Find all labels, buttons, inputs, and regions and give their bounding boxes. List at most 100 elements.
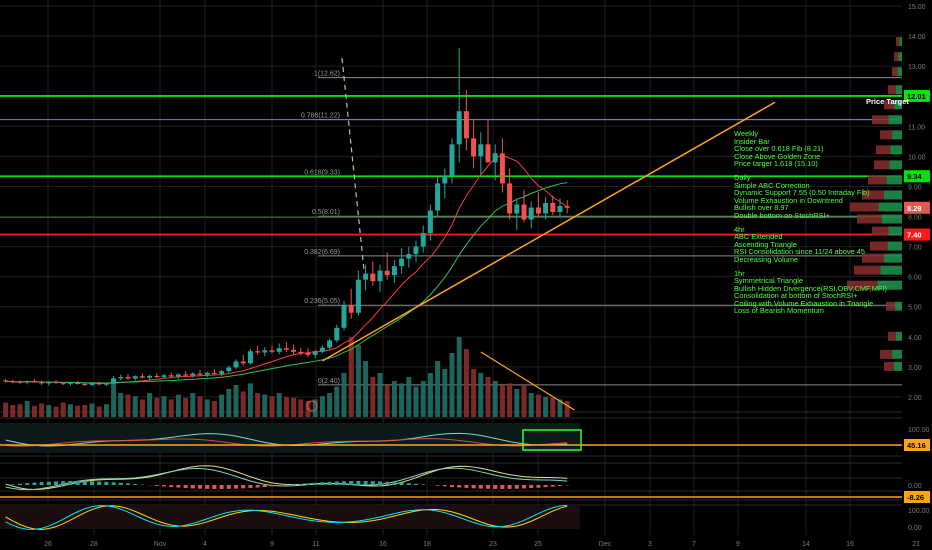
candle-body <box>190 373 196 376</box>
four-hour-note: RSI Consolidation since 11/24 above 45 <box>734 247 865 257</box>
candle-body <box>82 384 88 386</box>
time-axis-label: 26 <box>44 541 52 548</box>
price-axis-tick-label: 9.00 <box>908 184 922 191</box>
time-axis-label: 14 <box>802 541 810 548</box>
candle-body <box>197 373 203 375</box>
oscillator-bar <box>457 485 462 488</box>
volume-bar <box>67 404 73 417</box>
candle-body <box>456 111 462 145</box>
oscillator-bar <box>54 481 58 485</box>
volume-profile-bar <box>893 100 902 110</box>
oscillator-bar <box>543 485 548 488</box>
oscillator-bar <box>385 481 390 485</box>
volume-bar <box>46 405 52 417</box>
candle-body <box>427 210 433 234</box>
candle-body <box>348 305 354 313</box>
volume-bar <box>442 369 448 417</box>
oscillator-bar <box>378 481 382 485</box>
candle-body <box>327 340 333 348</box>
volume-bar <box>161 396 167 417</box>
time-axis-label: 11 <box>312 541 319 548</box>
volume-profile-bar <box>870 241 888 251</box>
last-price-tag: 8.29 <box>907 204 922 213</box>
candle-body <box>471 138 477 157</box>
price-axis-tick-label: 10.00 <box>908 154 926 161</box>
volume-bar <box>312 399 318 417</box>
volume-bar <box>24 401 30 417</box>
candle-body <box>89 383 95 385</box>
candle-body <box>564 205 570 208</box>
candle-body <box>413 246 419 255</box>
volume-bar <box>31 405 37 417</box>
indicator-axis-label: 100.00 <box>908 508 930 515</box>
candles <box>3 48 570 387</box>
oscillator-bar <box>255 485 260 488</box>
oscillator-bar <box>10 484 15 485</box>
volume-bar <box>420 381 426 417</box>
volume-profile-bar <box>895 85 902 95</box>
level-price-tag-bg <box>904 228 930 241</box>
volume-bar <box>449 353 455 417</box>
time-axis: 26 28 Nov 4 9 11 16 18 23 25 Dec 3 7 9 14 16 21 <box>0 400 932 550</box>
fib-level-label: 0.382(6.69) <box>304 249 340 256</box>
volume-profile-bar <box>874 160 890 170</box>
oscillator-bar <box>399 482 404 485</box>
candle-body <box>341 305 347 328</box>
candle-body <box>17 381 23 383</box>
volume-bar <box>298 399 304 417</box>
one-hour-note: Coiling with Volume Exhaustion in Triang… <box>734 298 874 308</box>
oscillator-bar <box>241 485 246 489</box>
annotation-panel: Weekly Insider Bar Close over 0.618 Fib … <box>734 130 904 321</box>
volume-bar <box>355 345 361 417</box>
volume-profile-bar <box>888 226 902 236</box>
volume-profile-bar <box>887 241 902 251</box>
candle-body <box>478 144 484 157</box>
oscillator-bar <box>162 485 166 487</box>
volume-bar <box>276 393 282 417</box>
weekly-note: Insider Bar <box>734 136 770 146</box>
price-axis-tick-label: 15.00 <box>908 4 926 11</box>
volume-profile-bar <box>868 175 887 185</box>
time-axis-label: 25 <box>534 541 542 548</box>
fib-level-label: 0(2.40) <box>318 378 340 385</box>
weekly-notes: Weekly Insider Bar Close over 0.618 Fib … <box>734 130 904 168</box>
candle-body <box>67 382 73 384</box>
oscillator-bar <box>75 481 80 485</box>
volume-bar <box>485 377 491 417</box>
volume-profile-bar <box>884 100 894 110</box>
volume-bar <box>60 402 66 417</box>
time-axis-label: 9 <box>736 541 740 548</box>
price-axis-tick-label: 2.00 <box>908 395 922 402</box>
volume-profile-bar <box>862 253 884 263</box>
candle-body <box>255 351 261 353</box>
candle-body <box>154 375 160 378</box>
volume-bar <box>492 381 498 417</box>
volume-profile-bar <box>892 130 902 140</box>
time-axis-label: 16 <box>379 541 387 548</box>
price-trendline <box>322 101 776 362</box>
candle-body <box>204 372 210 375</box>
volume-bar <box>89 403 95 417</box>
volume-bar <box>103 404 109 417</box>
price-axis-tick-label: 3.00 <box>908 365 922 372</box>
rsi-pane-background <box>0 423 580 453</box>
candle-body <box>406 254 412 259</box>
oscillator-bar <box>486 485 490 489</box>
oscillator-bar <box>493 485 498 489</box>
volume-bar <box>197 396 203 417</box>
fib-level-label: 0.5(8.01) <box>312 209 340 216</box>
candle-body <box>485 144 491 163</box>
level-price-tag: 7.40 <box>907 231 922 240</box>
candle-body <box>111 378 117 384</box>
candle-body <box>226 367 232 372</box>
level-price-tag: 12.01 <box>907 92 926 101</box>
oscillator-bar <box>514 485 519 489</box>
oscillator-bar <box>126 483 130 485</box>
price-axis-tick-label: 4.00 <box>908 335 922 342</box>
candle-body <box>39 382 45 384</box>
horizontal-levels <box>0 95 902 236</box>
time-axis-label: 16 <box>846 541 854 548</box>
candle-body <box>10 381 16 383</box>
highlight-box <box>522 429 582 451</box>
